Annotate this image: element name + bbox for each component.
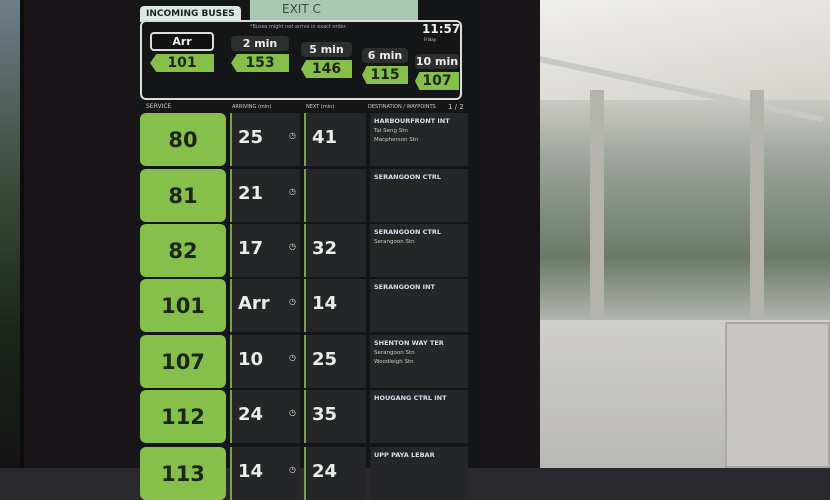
next-time: 32 [312,238,338,259]
incoming-buses-tab: INCOMING BUSES [140,6,241,22]
clock-icon: ◷ [289,408,296,417]
pillar [590,90,604,330]
next-header: NEXT (min) [306,104,335,110]
clock-icon: ◷ [289,465,296,474]
next-time: 35 [312,404,338,425]
destination-cell: SERANGOON INT [370,279,468,332]
clock-icon: ◷ [289,242,296,251]
clock: 11:57 [422,22,461,36]
next-cell: 24 [304,447,366,500]
arriving-cell: 25 ◷ [230,113,300,166]
arriving-cell: 14 ◷ [230,447,300,500]
incoming-time: Arr [150,32,214,51]
arriving-time: 24 [238,404,264,425]
destination-name: UPP PAYA LEBAR [374,451,435,459]
incoming-slot: 5 min 146 [301,42,352,78]
incoming-slot: 2 min 153 [231,36,289,72]
destination-name: SERANGOON INT [374,283,435,291]
destination-cell: SERANGOON CTRL Serangoon Stn [370,224,468,277]
destination-cell: UPP PAYA LEBAR [370,447,468,500]
incoming-slot: Arr 101 [150,32,214,72]
table-row: 82 17 ◷ 32 SERANGOON CTRL Serangoon Stn [138,224,468,277]
destination-cell: HOUGANG CTRL INT [370,390,468,443]
next-cell: 35 [304,390,366,443]
next-time: 41 [312,127,338,148]
incoming-time: 6 min [362,48,408,63]
arriving-time: 10 [238,349,264,370]
destination-name: SERANGOON CTRL [374,228,442,236]
destination-name: HOUGANG CTRL INT [374,394,447,402]
waypoint: Woodleigh Stn [374,359,414,365]
next-time: 14 [312,293,338,314]
table-row: 81 21 ◷ SERANGOON CTRL [138,169,468,222]
service-number: 82 [140,224,226,277]
service-number: 107 [140,335,226,388]
service-number: 80 [140,113,226,166]
incoming-service: 115 [362,66,408,84]
service-number: 113 [140,447,226,500]
service-number: 81 [140,169,226,222]
next-cell: 32 [304,224,366,277]
arriving-time: 17 [238,238,264,259]
table-row: 101 Arr ◷ 14 SERANGOON INT [138,279,468,332]
arriving-header: ARRIVING (min) [232,104,272,110]
arriving-cell: 10 ◷ [230,335,300,388]
next-time: 24 [312,461,338,482]
table-row: 113 14 ◷ 24 UPP PAYA LEBAR [138,447,468,500]
destination-name: SERANGOON CTRL [374,173,442,181]
incoming-service: 153 [231,54,289,72]
destination-cell: HARBOURFRONT INT Tai Seng Stn Macpherson S… [370,113,468,166]
incoming-time: 5 min [301,42,352,57]
next-cell: 41 [304,113,366,166]
incoming-slot: 6 min 115 [362,48,408,84]
incoming-buses-box [140,20,462,100]
table-row: 107 10 ◷ 25 SHENTON WAY TER Serangoon Stn W… [138,335,468,388]
incoming-service: 146 [301,60,352,78]
waypoint: Macpherson Stn [374,137,419,143]
arriving-cell: 21 ◷ [230,169,300,222]
waypoint: Tai Seng Stn [374,128,408,134]
incoming-time: 10 min [415,54,459,69]
arriving-cell: Arr ◷ [230,279,300,332]
service-number: 101 [140,279,226,332]
clock-icon: ◷ [289,187,296,196]
clock-icon: ◷ [289,353,296,362]
bin [725,322,830,468]
arriving-cell: 24 ◷ [230,390,300,443]
top-bar-text: EXIT C [282,2,321,16]
waypoint: Serangoon Stn [374,239,415,245]
arriving-time: 14 [238,461,264,482]
service-number: 112 [140,390,226,443]
table-row: 112 24 ◷ 35 HOUGANG CTRL INT [138,390,468,443]
day: Friday [424,37,437,42]
destination-header: DESTINATION / WAYPOINTS [368,104,436,110]
incoming-time: 2 min [231,36,289,51]
page-indicator: 1 / 2 [448,103,464,111]
next-cell: 14 [304,279,366,332]
destination-cell: SERANGOON CTRL [370,169,468,222]
next-cell [304,169,366,222]
destination-name: HARBOURFRONT INT [374,117,450,125]
next-cell: 25 [304,335,366,388]
arriving-time: 21 [238,183,264,204]
arriving-time: Arr [238,293,270,314]
destination-name: SHENTON WAY TER [374,339,444,347]
waypoint: Serangoon Stn [374,350,415,356]
clock-icon: ◷ [289,297,296,306]
order-note: *Buses might not arrive in exact order. [250,24,347,30]
next-time: 25 [312,349,338,370]
ceiling [520,0,830,100]
arriving-cell: 17 ◷ [230,224,300,277]
top-bar: EXIT C [250,0,418,20]
pillar [750,90,764,330]
clock-icon: ◷ [289,131,296,140]
incoming-service: 101 [150,54,214,72]
table-row: 80 25 ◷ 41 HARBOURFRONT INT Tai Seng Stn Ma… [138,113,468,166]
incoming-slot: 10 min 107 [415,54,459,90]
incoming-service: 107 [415,72,459,90]
destination-cell: SHENTON WAY TER Serangoon Stn Woodleigh St… [370,335,468,388]
service-header: SERVICE [146,103,172,110]
arriving-time: 25 [238,127,264,148]
